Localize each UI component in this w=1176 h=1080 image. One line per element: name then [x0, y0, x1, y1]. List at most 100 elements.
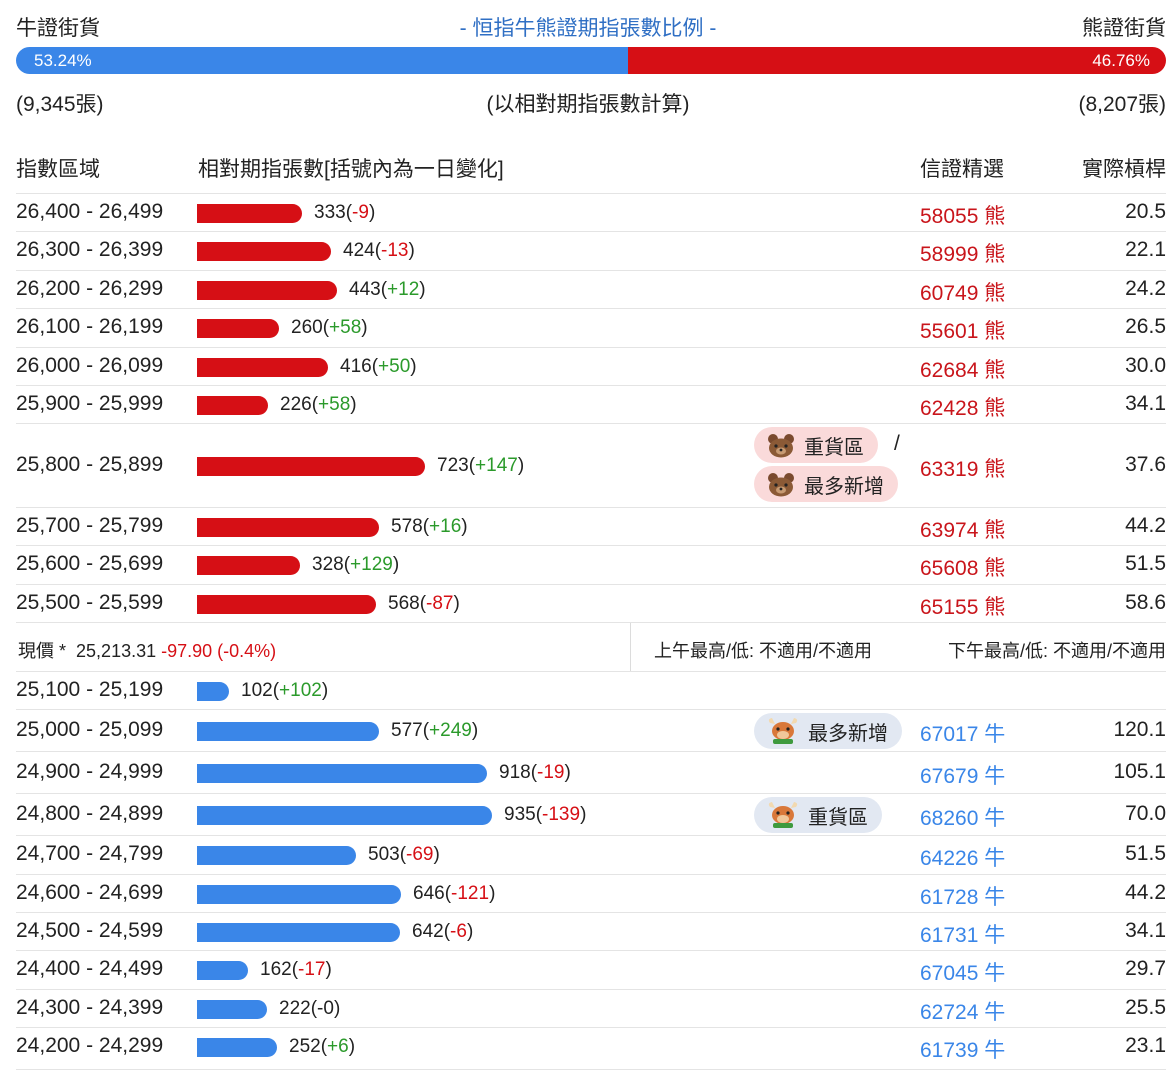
paren: (: [422, 515, 430, 537]
warrant-type: 熊: [984, 205, 1006, 228]
warrant-code-link[interactable]: 55601 熊: [920, 315, 1005, 345]
row-count: 918(-19): [499, 762, 571, 784]
tag-heavy-zone: 重貨區: [754, 427, 878, 464]
warrant-code-link[interactable]: 58999 熊: [920, 238, 1005, 268]
warrant-code-link[interactable]: 60749 熊: [920, 277, 1005, 307]
warrant-code-link[interactable]: 65155 熊: [920, 591, 1005, 621]
warrant-type: 熊: [984, 397, 1006, 420]
bear-icon: [768, 434, 794, 458]
bear-contract-count: (8,207張): [1078, 93, 1166, 116]
paren: (: [310, 997, 318, 1019]
warrant-type: 牛: [984, 765, 1006, 789]
warrant-code-link[interactable]: 61731 牛: [920, 919, 1005, 949]
row-leverage: 51.5: [1125, 842, 1166, 866]
warrant-code-link[interactable]: 61739 牛: [920, 1034, 1005, 1064]
row-count: 424(-13): [343, 240, 415, 262]
paren: (: [291, 959, 299, 981]
row-count: 416(+50): [340, 356, 417, 378]
warrant-type: 熊: [984, 557, 1006, 581]
warrant-code-link[interactable]: 68260 牛: [920, 802, 1005, 832]
paren: ): [517, 454, 525, 476]
warrant-type: 牛: [984, 924, 1006, 948]
warrant-code: 68260: [920, 807, 979, 831]
bull-count-bar: [197, 722, 379, 742]
tag-separator: /: [894, 432, 900, 456]
warrant-code-link[interactable]: 67045 牛: [920, 957, 1005, 987]
pm-high-low: 下午最高/低: 不適用/不適用: [947, 641, 1166, 661]
count-change: -121: [451, 882, 490, 904]
warrant-code: 60749: [920, 281, 979, 305]
bear-count-bar: [197, 396, 268, 415]
count-value: 328: [312, 554, 344, 576]
bear-icon: [768, 473, 794, 497]
row-range: 26,000 - 26,099: [16, 353, 164, 377]
row-count: 102(+102): [241, 680, 328, 702]
paren: ): [392, 554, 400, 576]
table-row: 26,100 - 26,199 260(+58) 55601 熊 26.5: [16, 308, 1166, 347]
count-value: 642: [412, 921, 444, 943]
warrant-code-link[interactable]: 67017 牛: [920, 718, 1005, 748]
warrant-type: 牛: [984, 885, 1006, 909]
warrant-code-link[interactable]: 62724 牛: [920, 996, 1005, 1026]
count-change: -19: [537, 762, 565, 784]
am-high-low: 上午最高/低: 不適用/不適用: [654, 641, 873, 661]
count-change: -69: [406, 844, 434, 866]
paren: (: [444, 882, 452, 904]
warrant-code-link[interactable]: 58055 熊: [920, 200, 1005, 230]
warrant-code: 63319: [920, 457, 979, 481]
warrant-code-link[interactable]: 62684 熊: [920, 354, 1005, 384]
warrant-code: 61728: [920, 885, 979, 909]
warrant-code-link[interactable]: 65608 熊: [920, 552, 1005, 582]
warrant-code-link[interactable]: 63974 熊: [920, 514, 1005, 544]
paren: ): [408, 240, 415, 262]
row-range: 25,800 - 25,899: [16, 452, 164, 476]
table-row: 26,000 - 26,099 416(+50) 62684 熊 30.0: [16, 346, 1166, 386]
paren: ): [461, 515, 468, 537]
count-value: 578: [391, 515, 423, 537]
warrant-code-link[interactable]: 63319 熊: [920, 453, 1005, 483]
calculation-note: (以相對期指張數計算): [486, 93, 690, 116]
count-value: 646: [413, 882, 445, 904]
bear-count-bar: [197, 204, 302, 223]
bull-count-bar: [197, 999, 267, 1019]
divider: [16, 1069, 1166, 1070]
row-range: 24,500 - 24,599: [16, 919, 164, 943]
warrant-code: 67045: [920, 962, 979, 986]
warrant-code: 58055: [920, 205, 979, 228]
paren: (: [530, 762, 538, 784]
bear-count-bar: [197, 280, 337, 300]
paren: ): [325, 959, 332, 981]
row-range: 25,900 - 25,999: [16, 392, 164, 415]
count-value: 577: [391, 720, 423, 742]
tag-label: 重貨區: [808, 806, 868, 829]
paren: (: [343, 554, 351, 576]
row-leverage: 70.0: [1125, 802, 1166, 826]
bear-count-bar: [197, 517, 379, 537]
count-change: +16: [429, 515, 462, 537]
warrant-type: 熊: [984, 457, 1006, 481]
row-count: 443(+12): [349, 279, 426, 301]
bull-count-bar: [197, 884, 401, 904]
warrant-code: 65608: [920, 557, 979, 581]
spot-label: 現價 *: [18, 641, 67, 661]
warrant-code-link[interactable]: 64226 牛: [920, 842, 1005, 872]
spot-value: 25,213.31: [76, 641, 157, 661]
table-row: 25,100 - 25,199 102(+102): [16, 671, 1166, 710]
count-value: 226: [280, 394, 312, 415]
count-change: -87: [426, 592, 454, 614]
count-value: 935: [504, 804, 536, 826]
warrant-code: 61739: [920, 1038, 979, 1062]
paren: (: [345, 202, 353, 223]
row-range: 24,600 - 24,699: [16, 880, 164, 904]
row-range: 24,700 - 24,799: [16, 842, 164, 866]
row-leverage: 24.2: [1125, 276, 1166, 300]
tag-most-added: 最多新增: [754, 466, 898, 503]
bull-count-bar: [197, 961, 248, 981]
warrant-code-link[interactable]: 62428 熊: [920, 392, 1005, 422]
row-leverage: 20.5: [1125, 200, 1166, 223]
paren: (: [535, 804, 543, 826]
row-range: 26,200 - 26,299: [16, 276, 164, 300]
warrant-code-link[interactable]: 67679 牛: [920, 760, 1005, 790]
warrant-code-link[interactable]: 61728 牛: [920, 881, 1005, 911]
count-value: 416: [340, 355, 372, 377]
